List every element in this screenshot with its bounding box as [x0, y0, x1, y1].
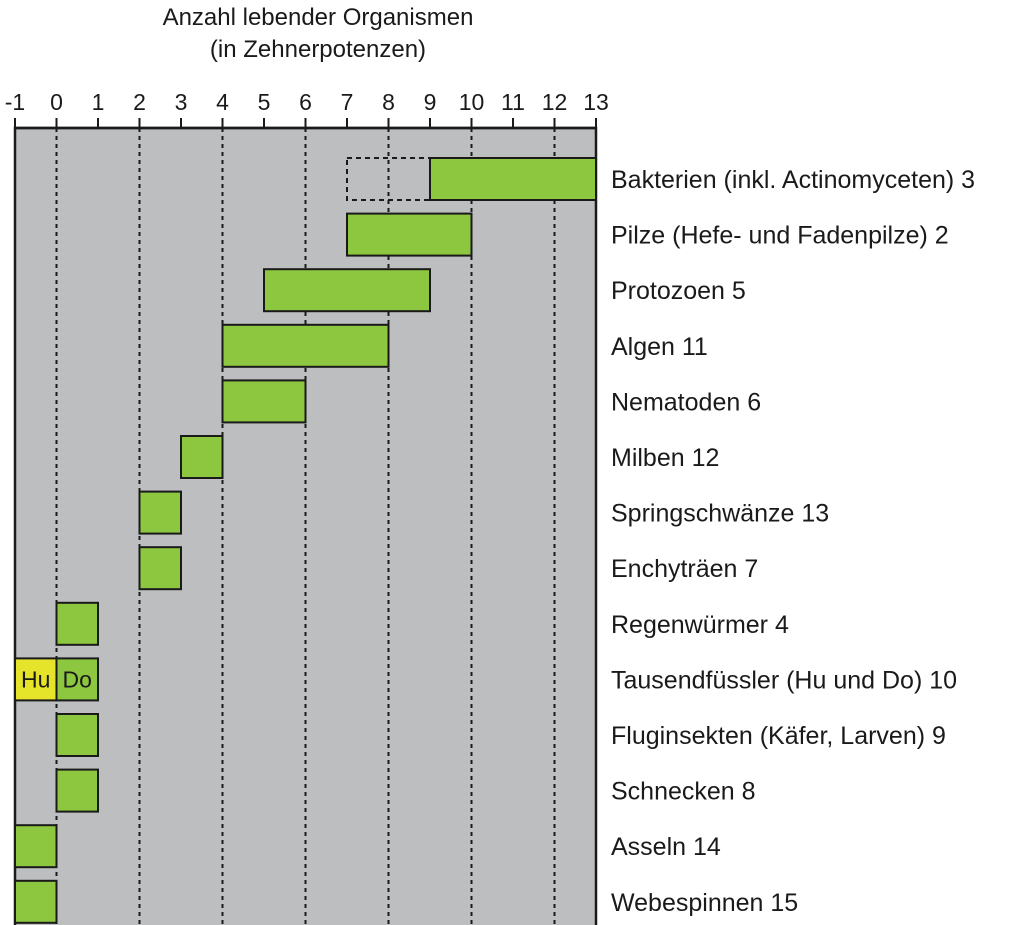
category-label: Fluginsekten (Käfer, Larven) 9	[611, 722, 946, 750]
bar	[55, 601, 99, 646]
bar	[346, 212, 473, 257]
axis-title-line-2: (in Zehnerpotenzen)	[210, 36, 426, 63]
category-label: Algen 11	[611, 333, 708, 361]
x-tick-label: 9	[424, 89, 437, 115]
bar	[221, 323, 390, 368]
x-tick-label: 4	[216, 89, 229, 115]
bar-segment-label: Do	[63, 666, 92, 692]
bar	[55, 768, 99, 813]
bar	[221, 379, 307, 424]
bar-segment-label: Hu	[21, 666, 50, 692]
category-label: Asseln 14	[611, 833, 721, 861]
axis-title-line-1: Anzahl lebender Organismen	[163, 4, 474, 31]
bar-segment	[14, 657, 58, 702]
category-label: Milben 12	[611, 444, 719, 472]
bar	[263, 268, 431, 313]
x-tick-label: 3	[175, 89, 188, 115]
x-tick-label: -1	[5, 89, 25, 115]
bar	[138, 546, 182, 591]
x-tick-label: 12	[542, 89, 568, 115]
bar	[138, 490, 182, 535]
x-tick-label: 13	[583, 89, 609, 115]
x-tick-label: 0	[50, 89, 63, 115]
bar	[14, 824, 58, 869]
category-label: Springschwänze 13	[611, 500, 829, 528]
plot-background	[13, 126, 598, 925]
bar-segment	[55, 657, 99, 702]
category-labels: Bakterien (inkl. Actinomyceten) 3 Pilze (…	[611, 166, 975, 917]
plot-area	[13, 126, 598, 925]
category-label: Bakterien (inkl. Actinomyceten) 3	[611, 166, 975, 194]
x-tick-label: 10	[459, 89, 485, 115]
category-label: Regenwürmer 4	[611, 611, 789, 639]
x-tick-label: 6	[299, 89, 312, 115]
x-tick-label: 8	[382, 89, 395, 115]
category-label: Nematoden 6	[611, 388, 761, 416]
category-label: Schnecken 8	[611, 778, 756, 806]
category-label: Pilze (Hefe- und Fadenpilze) 2	[611, 222, 949, 250]
bars: Hu Do	[14, 157, 597, 924]
category-label: Webespinnen 15	[611, 889, 798, 917]
bar	[180, 435, 224, 479]
category-label: Protozoen 5	[611, 277, 746, 305]
bar	[14, 879, 58, 924]
x-tick-label: 7	[341, 89, 354, 115]
x-tick-label: 1	[92, 89, 105, 115]
bar	[429, 157, 597, 201]
x-tick-label: 2	[133, 89, 146, 115]
bar	[55, 713, 99, 757]
category-label: Enchyträen 7	[611, 555, 758, 583]
x-axis: -1 0 1 2 3 4 5 6 7 8 9 10 11 12 13	[5, 89, 609, 130]
x-tick-label: 5	[258, 89, 271, 115]
category-label: Tausendfüssler (Hu und Do) 10	[611, 666, 957, 694]
x-tick-label: 11	[501, 89, 525, 115]
